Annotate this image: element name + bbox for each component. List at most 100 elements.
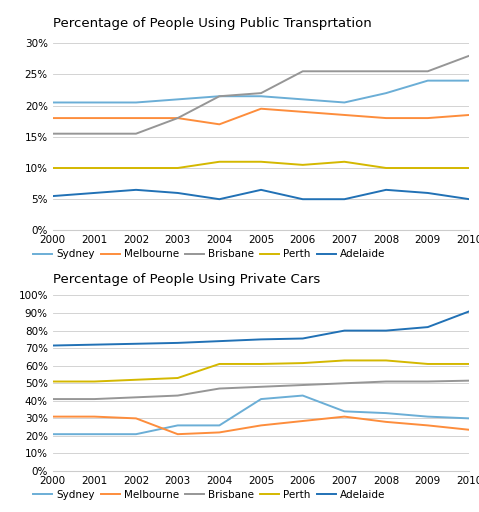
Perth: [91, 165, 97, 171]
Brisbane: [217, 93, 222, 99]
Melbourne: [50, 414, 56, 420]
Melbourne: [91, 115, 97, 121]
Text: Percentage of People Using Private Cars: Percentage of People Using Private Cars: [53, 272, 320, 286]
Perth: [217, 159, 222, 165]
Line: Adelaide: Adelaide: [53, 190, 469, 199]
Adelaide: [300, 335, 306, 342]
Adelaide: [91, 190, 97, 196]
Line: Melbourne: Melbourne: [53, 109, 469, 124]
Melbourne: [258, 105, 264, 112]
Brisbane: [383, 68, 389, 74]
Melbourne: [217, 121, 222, 127]
Brisbane: [91, 131, 97, 137]
Sydney: [258, 93, 264, 99]
Brisbane: [300, 382, 306, 388]
Sydney: [217, 93, 222, 99]
Melbourne: [258, 422, 264, 429]
Adelaide: [175, 340, 181, 346]
Adelaide: [175, 190, 181, 196]
Sydney: [91, 99, 97, 105]
Sydney: [342, 99, 347, 105]
Adelaide: [467, 196, 472, 202]
Brisbane: [50, 131, 56, 137]
Adelaide: [425, 324, 431, 330]
Perth: [258, 159, 264, 165]
Line: Brisbane: Brisbane: [53, 380, 469, 399]
Sydney: [300, 96, 306, 102]
Sydney: [467, 77, 472, 83]
Melbourne: [467, 112, 472, 118]
Brisbane: [342, 68, 347, 74]
Perth: [217, 361, 222, 367]
Perth: [258, 361, 264, 367]
Melbourne: [425, 422, 431, 429]
Sydney: [175, 96, 181, 102]
Perth: [175, 375, 181, 381]
Melbourne: [175, 431, 181, 437]
Line: Perth: Perth: [53, 162, 469, 168]
Melbourne: [175, 115, 181, 121]
Sydney: [217, 422, 222, 429]
Brisbane: [91, 396, 97, 402]
Brisbane: [258, 90, 264, 96]
Sydney: [258, 396, 264, 402]
Sydney: [50, 99, 56, 105]
Sydney: [425, 414, 431, 420]
Melbourne: [217, 430, 222, 436]
Brisbane: [258, 383, 264, 390]
Perth: [383, 165, 389, 171]
Adelaide: [342, 328, 347, 334]
Brisbane: [217, 386, 222, 392]
Melbourne: [133, 415, 139, 421]
Adelaide: [133, 187, 139, 193]
Adelaide: [91, 342, 97, 348]
Sydney: [300, 393, 306, 399]
Melbourne: [383, 115, 389, 121]
Perth: [133, 165, 139, 171]
Brisbane: [133, 394, 139, 400]
Sydney: [50, 431, 56, 437]
Perth: [467, 165, 472, 171]
Adelaide: [383, 187, 389, 193]
Adelaide: [467, 308, 472, 314]
Perth: [300, 162, 306, 168]
Legend: Sydney, Melbourne, Brisbane, Perth, Adelaide: Sydney, Melbourne, Brisbane, Perth, Adel…: [29, 245, 389, 264]
Perth: [467, 361, 472, 367]
Brisbane: [133, 131, 139, 137]
Perth: [342, 357, 347, 364]
Line: Melbourne: Melbourne: [53, 417, 469, 434]
Perth: [342, 159, 347, 165]
Adelaide: [300, 196, 306, 202]
Perth: [425, 361, 431, 367]
Line: Perth: Perth: [53, 360, 469, 381]
Melbourne: [383, 419, 389, 425]
Sydney: [133, 431, 139, 437]
Adelaide: [258, 187, 264, 193]
Line: Sydney: Sydney: [53, 396, 469, 434]
Brisbane: [300, 68, 306, 74]
Perth: [50, 165, 56, 171]
Adelaide: [425, 190, 431, 196]
Line: Adelaide: Adelaide: [53, 311, 469, 346]
Perth: [50, 378, 56, 385]
Adelaide: [217, 338, 222, 344]
Perth: [91, 378, 97, 385]
Sydney: [91, 431, 97, 437]
Melbourne: [133, 115, 139, 121]
Melbourne: [91, 414, 97, 420]
Adelaide: [383, 328, 389, 334]
Brisbane: [467, 53, 472, 59]
Brisbane: [383, 378, 389, 385]
Perth: [175, 165, 181, 171]
Sydney: [383, 90, 389, 96]
Brisbane: [175, 393, 181, 399]
Brisbane: [467, 377, 472, 383]
Adelaide: [50, 193, 56, 199]
Sydney: [425, 77, 431, 83]
Legend: Sydney, Melbourne, Brisbane, Perth, Adelaide: Sydney, Melbourne, Brisbane, Perth, Adel…: [29, 486, 389, 504]
Sydney: [342, 408, 347, 414]
Melbourne: [50, 115, 56, 121]
Perth: [425, 165, 431, 171]
Brisbane: [175, 115, 181, 121]
Adelaide: [258, 336, 264, 343]
